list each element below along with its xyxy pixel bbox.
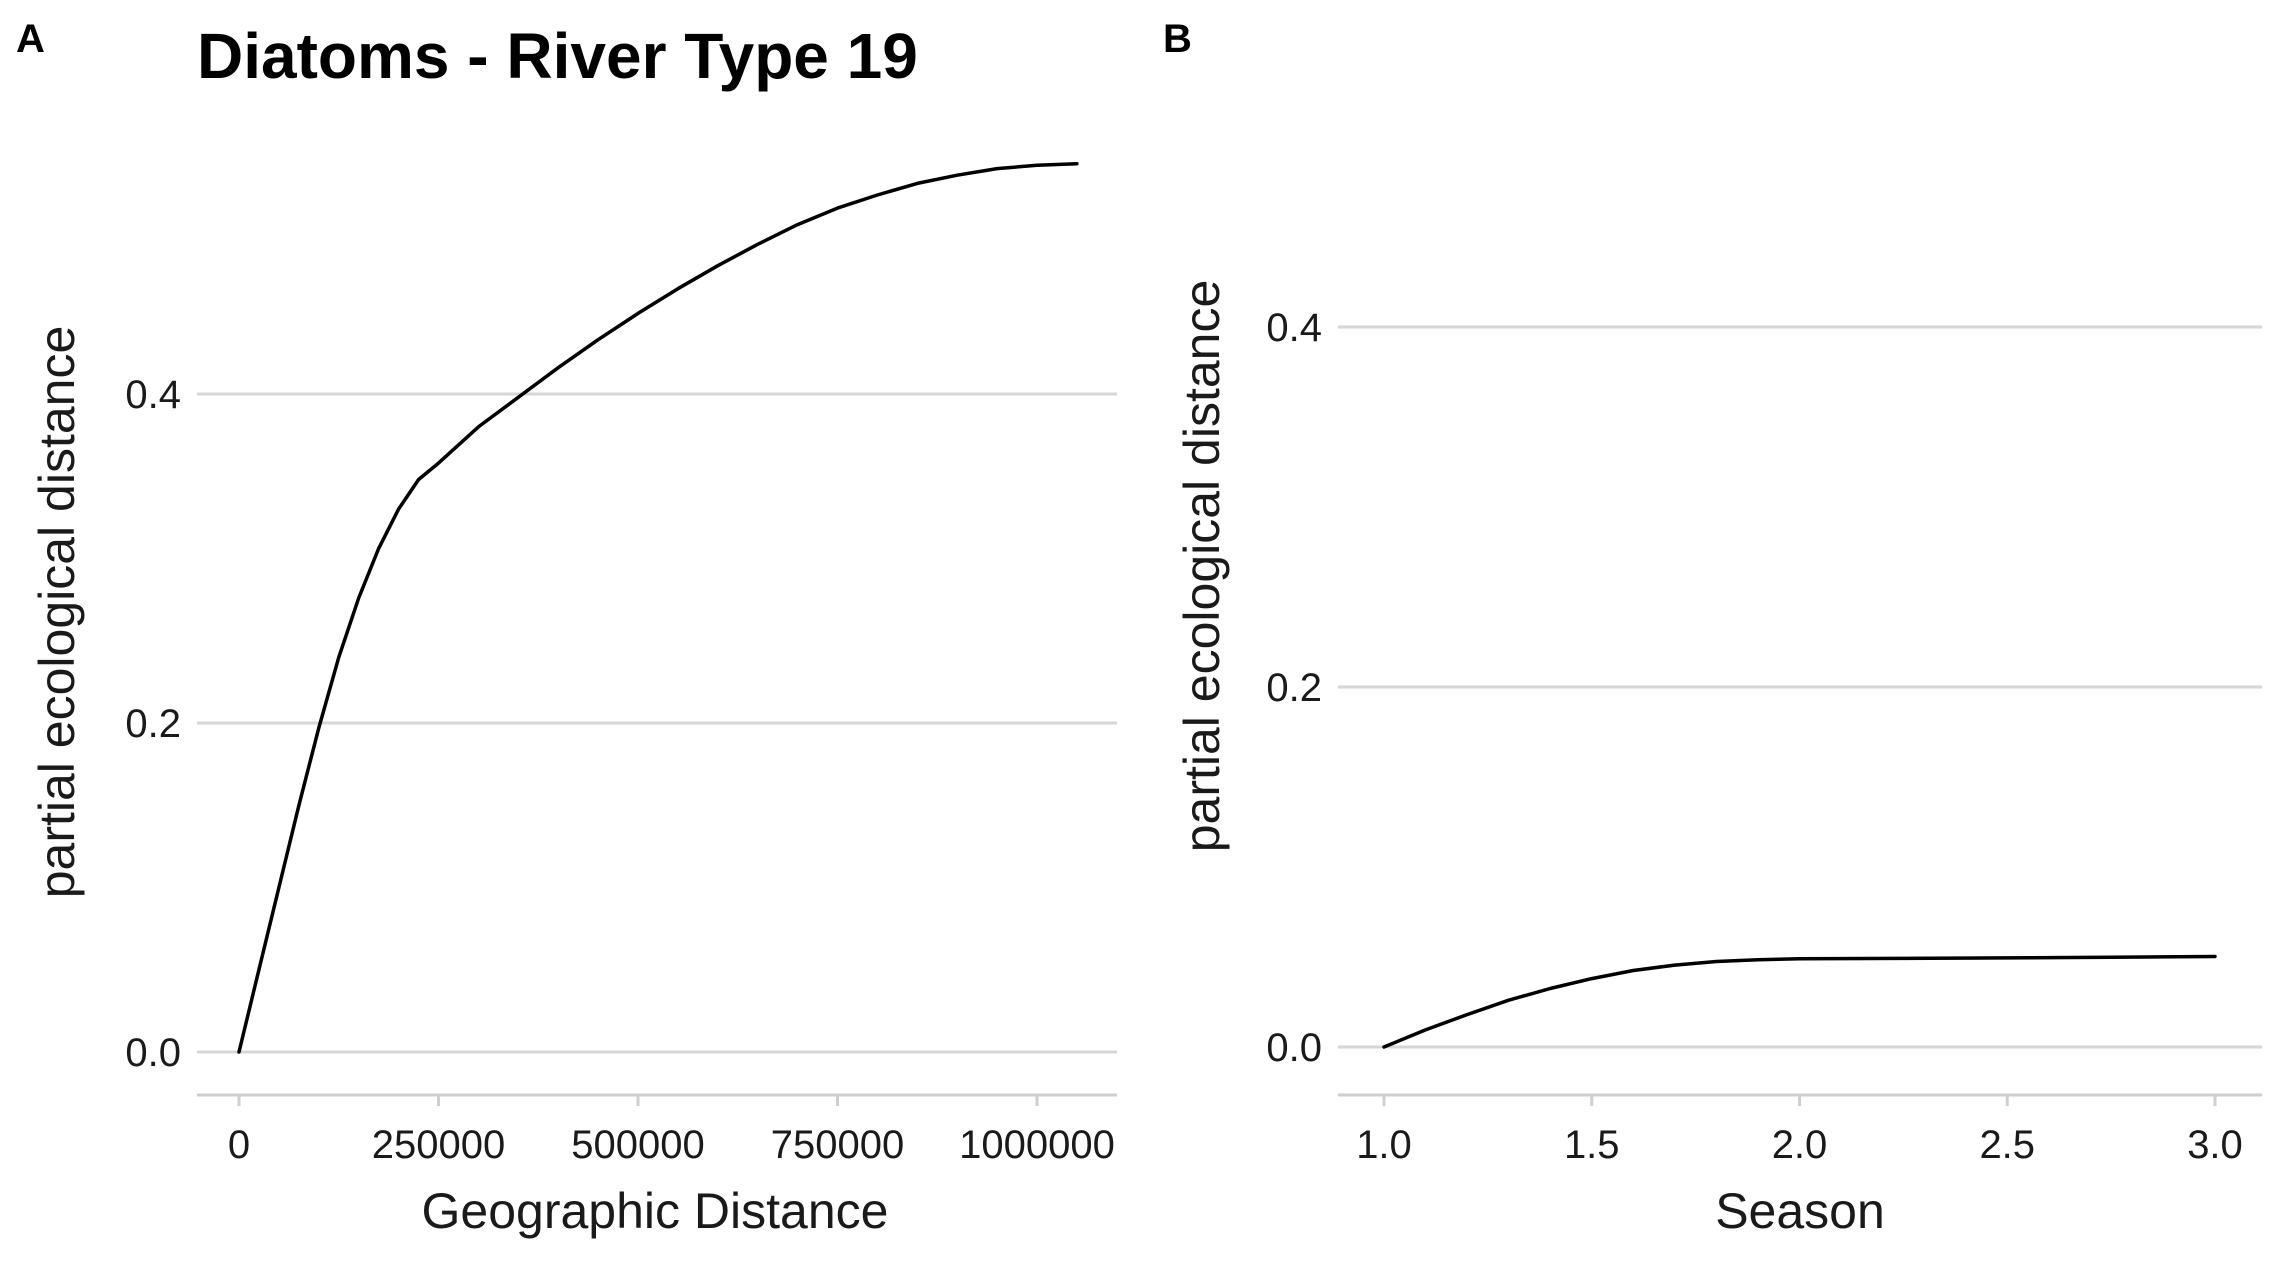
- panel-a-plot: 0 250000 500000 750000 1000000 0.0 0.2 0.4 Geo…: [29, 161, 1117, 1239]
- panel-a-x-tick-label: 750000: [771, 1123, 904, 1167]
- panel-a-y-tick-label: 0.4: [125, 373, 181, 417]
- panel-b-y-tick-label: 0.4: [1266, 306, 1322, 350]
- panel-b-x-tick-label: 1.5: [1564, 1123, 1620, 1167]
- panel-a-y-tick-label: 0.2: [125, 702, 181, 746]
- panel-a-x-ticks: 0 250000 500000 750000 1000000: [228, 1095, 1115, 1167]
- panel-a-y-tick-label: 0.0: [125, 1031, 181, 1075]
- panel-b-y-tick-label: 0.2: [1266, 666, 1322, 710]
- main-title: Diatoms - River Type 19: [197, 20, 918, 92]
- panel-b-x-ticks: 1.0 1.5 2.0 2.5 3.0: [1356, 1095, 2243, 1167]
- panel-b-y-tick-label: 0.0: [1266, 1026, 1322, 1070]
- panel-a-y-axis-title: partial ecological distance: [29, 326, 85, 899]
- panel-b-x-tick-label: 2.5: [1979, 1123, 2035, 1167]
- panel-b-x-tick-label: 1.0: [1356, 1123, 1412, 1167]
- panel-a-x-tick-label: 500000: [571, 1123, 704, 1167]
- panel-b-x-tick-label: 3.0: [2187, 1123, 2243, 1167]
- panel-a-x-tick-label: 250000: [372, 1123, 505, 1167]
- panel-b-gridlines: [1338, 325, 2262, 1049]
- panel-letter-a: A: [16, 17, 45, 61]
- panel-a-series-line: [237, 161, 1079, 1054]
- panel-a-x-tick-label: 1000000: [959, 1123, 1115, 1167]
- panel-b-series-line: [1382, 954, 2217, 1049]
- panel-a-x-axis-title: Geographic Distance: [422, 1183, 889, 1239]
- panel-b-x-axis-title: Season: [1715, 1183, 1885, 1239]
- panel-letter-b: B: [1163, 17, 1192, 61]
- panel-a-x-tick-label: 0: [228, 1123, 250, 1167]
- panel-b-y-axis-title: partial ecological distance: [1174, 280, 1230, 853]
- panel-b-y-ticks: 0.0 0.2 0.4: [1266, 306, 1322, 1070]
- panel-a-y-ticks: 0.0 0.2 0.4: [125, 373, 181, 1075]
- panel-b-x-tick-label: 2.0: [1772, 1123, 1828, 1167]
- panel-a-gridlines: [197, 392, 1117, 1054]
- panel-b-plot: 1.0 1.5 2.0 2.5 3.0 0.0 0.2 0.4 Season partial…: [1174, 280, 2262, 1239]
